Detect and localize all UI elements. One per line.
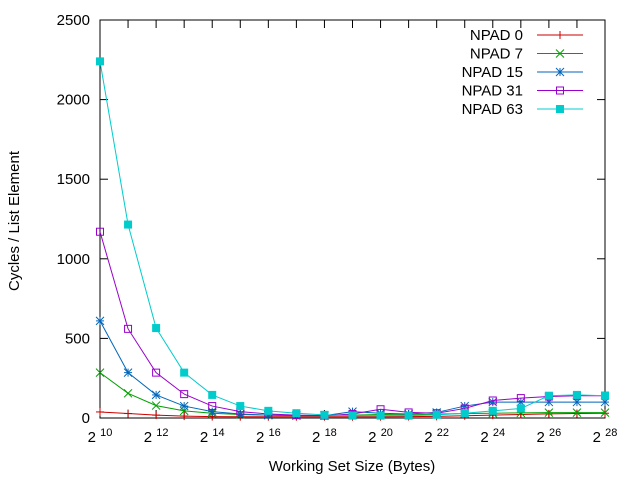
data-point <box>180 412 189 421</box>
legend-marker <box>556 86 564 95</box>
data-point <box>404 411 413 420</box>
x-tick-label: 2 28 <box>593 427 618 446</box>
legend-label: NPAD 7 <box>470 46 523 63</box>
data-point <box>516 404 525 413</box>
data-point <box>264 406 273 415</box>
legend-marker <box>556 31 564 39</box>
x-tick-label: 2 10 <box>88 427 113 446</box>
data-point <box>320 410 329 419</box>
legend-entry: NPAD 7 <box>470 46 583 63</box>
data-point <box>151 401 161 410</box>
x-tick-label: 2 18 <box>312 427 337 446</box>
series-line <box>99 231 605 417</box>
data-point <box>124 324 133 333</box>
data-point <box>95 368 105 377</box>
data-point <box>432 410 441 419</box>
data-point <box>460 409 469 418</box>
data-point <box>572 409 581 418</box>
y-tick-label: 2000 <box>57 92 90 109</box>
x-tick-label: 2 16 <box>256 427 281 446</box>
data-point <box>124 409 133 418</box>
data-point <box>96 57 104 66</box>
data-point <box>151 390 161 400</box>
legend-label: NPAD 63 <box>462 101 523 118</box>
data-point <box>572 390 581 399</box>
legend-entry: NPAD 15 <box>462 64 583 81</box>
series-npad-31 <box>96 227 609 420</box>
data-point <box>544 409 553 418</box>
data-point <box>544 408 554 417</box>
data-point <box>376 411 385 420</box>
data-point <box>152 411 161 420</box>
y-axis-label: Cycles / List Element <box>6 150 23 291</box>
legend-marker <box>556 105 564 113</box>
y-tick-label: 1500 <box>57 171 90 188</box>
x-tick-label: 2 24 <box>480 427 505 446</box>
data-point <box>180 368 189 377</box>
x-tick-label: 2 12 <box>144 427 169 446</box>
data-point <box>152 368 161 377</box>
data-point <box>601 391 609 400</box>
data-point <box>572 408 582 417</box>
x-tick-label: 2 20 <box>368 427 393 446</box>
series-npad-15 <box>95 316 610 420</box>
data-point <box>516 394 525 403</box>
data-point <box>124 220 133 229</box>
legend-entry: NPAD 63 <box>462 101 583 118</box>
data-point <box>208 390 217 399</box>
data-point <box>152 324 161 333</box>
data-point <box>600 408 610 417</box>
data-point <box>96 407 104 416</box>
x-tick-label: 2 22 <box>424 427 449 446</box>
legend-label: NPAD 31 <box>462 83 523 100</box>
series-line <box>99 320 605 417</box>
legend-marker <box>555 67 565 77</box>
series-npad-63 <box>96 57 609 420</box>
data-point <box>123 388 133 398</box>
axes: 0 500 1000 1500 2000 2500 2 10 2 12 2 14 2 16 2 18… <box>57 12 618 446</box>
data-point <box>292 409 301 418</box>
data-point <box>488 406 497 415</box>
x-tick-label: 2 26 <box>537 427 562 446</box>
y-tick-label: 1000 <box>57 251 90 268</box>
data-point <box>208 402 217 411</box>
data-point <box>488 396 497 405</box>
legend-entry: NPAD 0 <box>470 27 583 44</box>
x-tick-label: 2 14 <box>200 427 225 446</box>
data-point <box>488 397 498 407</box>
data-point <box>123 368 133 377</box>
legend-entry: NPAD 31 <box>462 83 583 100</box>
series-line <box>99 61 606 417</box>
data-point <box>96 227 104 236</box>
data-point <box>544 391 553 400</box>
data-point <box>179 401 189 411</box>
legend-label: NPAD 15 <box>462 64 523 81</box>
data-point <box>95 316 105 326</box>
data-point <box>207 407 217 416</box>
legend-marker <box>555 49 565 58</box>
y-tick-label: 500 <box>65 330 90 347</box>
legend-label: NPAD 0 <box>470 27 523 44</box>
data-point <box>180 390 189 399</box>
y-tick-label: 2500 <box>57 12 90 29</box>
data-point <box>236 402 245 411</box>
y-tick-label: 0 <box>82 410 90 427</box>
series-layer <box>95 57 610 421</box>
data-point <box>348 411 357 420</box>
plot-frame <box>99 19 606 419</box>
x-axis-label: Working Set Size (Bytes) <box>269 458 435 475</box>
